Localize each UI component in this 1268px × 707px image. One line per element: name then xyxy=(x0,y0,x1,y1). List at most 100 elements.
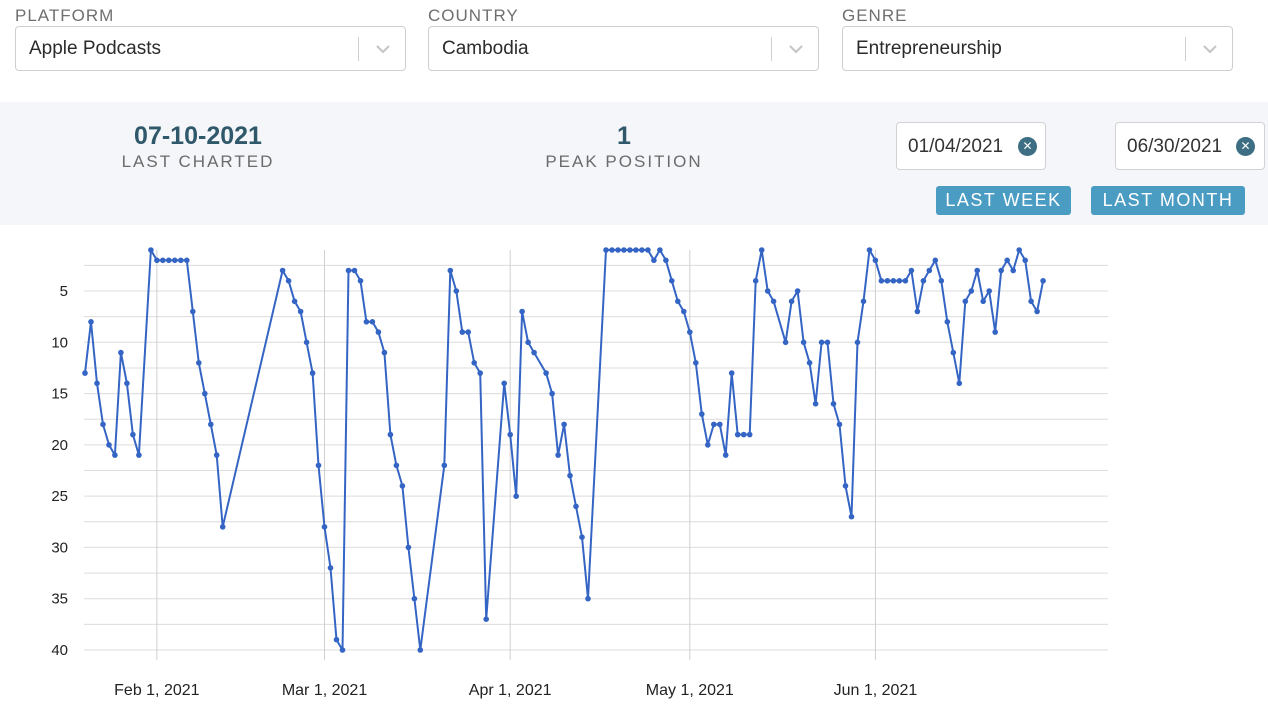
data-point xyxy=(471,360,478,366)
data-point xyxy=(896,278,903,284)
data-point xyxy=(525,339,531,346)
genre-label: GENRE xyxy=(842,6,908,25)
data-point xyxy=(842,483,849,489)
data-point xyxy=(393,462,400,469)
last-charted-value: 07-10-2021 xyxy=(134,122,262,150)
data-point xyxy=(501,380,508,387)
data-point xyxy=(675,298,681,305)
last-week-button[interactable]: LAST WEEK xyxy=(936,186,1071,215)
data-point xyxy=(639,247,645,253)
data-point xyxy=(950,349,957,356)
platform-value: Apple Podcasts xyxy=(29,38,162,59)
data-point xyxy=(549,390,555,397)
data-point xyxy=(794,288,801,294)
data-point xyxy=(848,513,855,520)
platform-select[interactable]: Apple Podcasts xyxy=(15,26,406,71)
data-point xyxy=(579,534,585,540)
data-point xyxy=(830,401,837,407)
data-point xyxy=(651,257,657,264)
country-select[interactable]: Cambodia xyxy=(428,26,819,71)
data-point xyxy=(543,370,549,376)
data-point xyxy=(770,298,777,305)
peak-position-stat: 1 PEAK POSITION xyxy=(524,122,724,172)
country-value: Cambodia xyxy=(442,38,529,59)
data-point xyxy=(926,267,933,274)
data-point xyxy=(1016,247,1022,253)
chevron-down-icon[interactable] xyxy=(786,39,806,59)
data-point xyxy=(1034,308,1040,315)
data-point xyxy=(441,462,448,469)
data-point xyxy=(82,370,88,376)
data-point xyxy=(399,483,406,489)
data-point xyxy=(178,257,184,264)
data-point xyxy=(890,278,897,284)
data-point xyxy=(752,278,759,284)
data-point xyxy=(309,370,316,376)
genre-select[interactable]: Entrepreneurship xyxy=(842,26,1233,71)
data-point xyxy=(285,278,292,284)
data-point xyxy=(956,380,963,387)
data-point xyxy=(88,319,94,325)
data-point xyxy=(585,595,591,602)
y-axis-ticks: 5 10 15 20 25 30 35 40 xyxy=(51,283,68,659)
data-point xyxy=(1040,278,1046,284)
start-date-input[interactable]: 01/04/2021 ✕ xyxy=(896,122,1046,170)
data-point xyxy=(381,349,388,356)
data-point xyxy=(297,308,304,315)
x-axis-ticks: Feb 1, 2021 Mar 1, 2021 Apr 1, 2021 May 1, … xyxy=(114,682,917,699)
data-point xyxy=(788,298,795,305)
y-tick-label: 15 xyxy=(51,386,68,403)
end-date-input[interactable]: 06/30/2021 ✕ xyxy=(1115,122,1265,170)
x-tick-label: Mar 1, 2021 xyxy=(282,682,367,699)
data-point xyxy=(1004,257,1010,264)
data-point xyxy=(417,647,424,653)
data-point xyxy=(681,308,687,315)
platform-label: PLATFORM xyxy=(15,6,115,25)
data-point xyxy=(878,278,885,284)
y-tick-label: 35 xyxy=(51,591,68,608)
data-point xyxy=(746,431,753,438)
data-point xyxy=(627,247,633,253)
clear-start-date-icon[interactable]: ✕ xyxy=(1018,137,1037,156)
data-point xyxy=(327,565,334,571)
data-point xyxy=(106,442,112,448)
data-point xyxy=(824,339,831,346)
chevron-down-icon[interactable] xyxy=(1200,39,1220,59)
data-point xyxy=(333,636,340,643)
peak-position-value: 1 xyxy=(617,122,631,150)
data-point xyxy=(860,298,867,305)
data-point xyxy=(980,298,986,305)
last-month-button[interactable]: LAST MONTH xyxy=(1091,186,1245,215)
data-point xyxy=(94,380,100,387)
data-point xyxy=(914,308,921,315)
data-point xyxy=(321,524,328,530)
data-point xyxy=(633,247,639,253)
data-point xyxy=(764,288,771,294)
rank-series xyxy=(82,247,1046,653)
data-point xyxy=(387,431,394,438)
data-point xyxy=(932,257,939,264)
horizontal-gridlines xyxy=(84,264,1108,651)
x-tick-label: May 1, 2021 xyxy=(646,682,734,699)
start-date-value: 01/04/2021 xyxy=(908,136,1004,157)
data-point xyxy=(166,257,172,264)
data-point xyxy=(693,360,699,366)
select-separator xyxy=(1185,37,1186,61)
data-point xyxy=(717,421,723,428)
data-point xyxy=(160,257,166,264)
data-point xyxy=(663,257,669,264)
data-point xyxy=(369,319,376,325)
chevron-down-icon[interactable] xyxy=(373,39,393,59)
data-point xyxy=(1028,298,1034,305)
data-point xyxy=(172,257,178,264)
data-point xyxy=(687,329,693,335)
clear-end-date-icon[interactable]: ✕ xyxy=(1236,137,1255,156)
data-point xyxy=(112,452,118,458)
last-charted-label: LAST CHARTED xyxy=(121,152,275,171)
data-point xyxy=(405,544,412,551)
data-point xyxy=(483,616,490,622)
data-point xyxy=(812,401,819,407)
data-point xyxy=(728,370,735,376)
select-separator xyxy=(358,37,359,61)
data-point xyxy=(938,278,945,284)
